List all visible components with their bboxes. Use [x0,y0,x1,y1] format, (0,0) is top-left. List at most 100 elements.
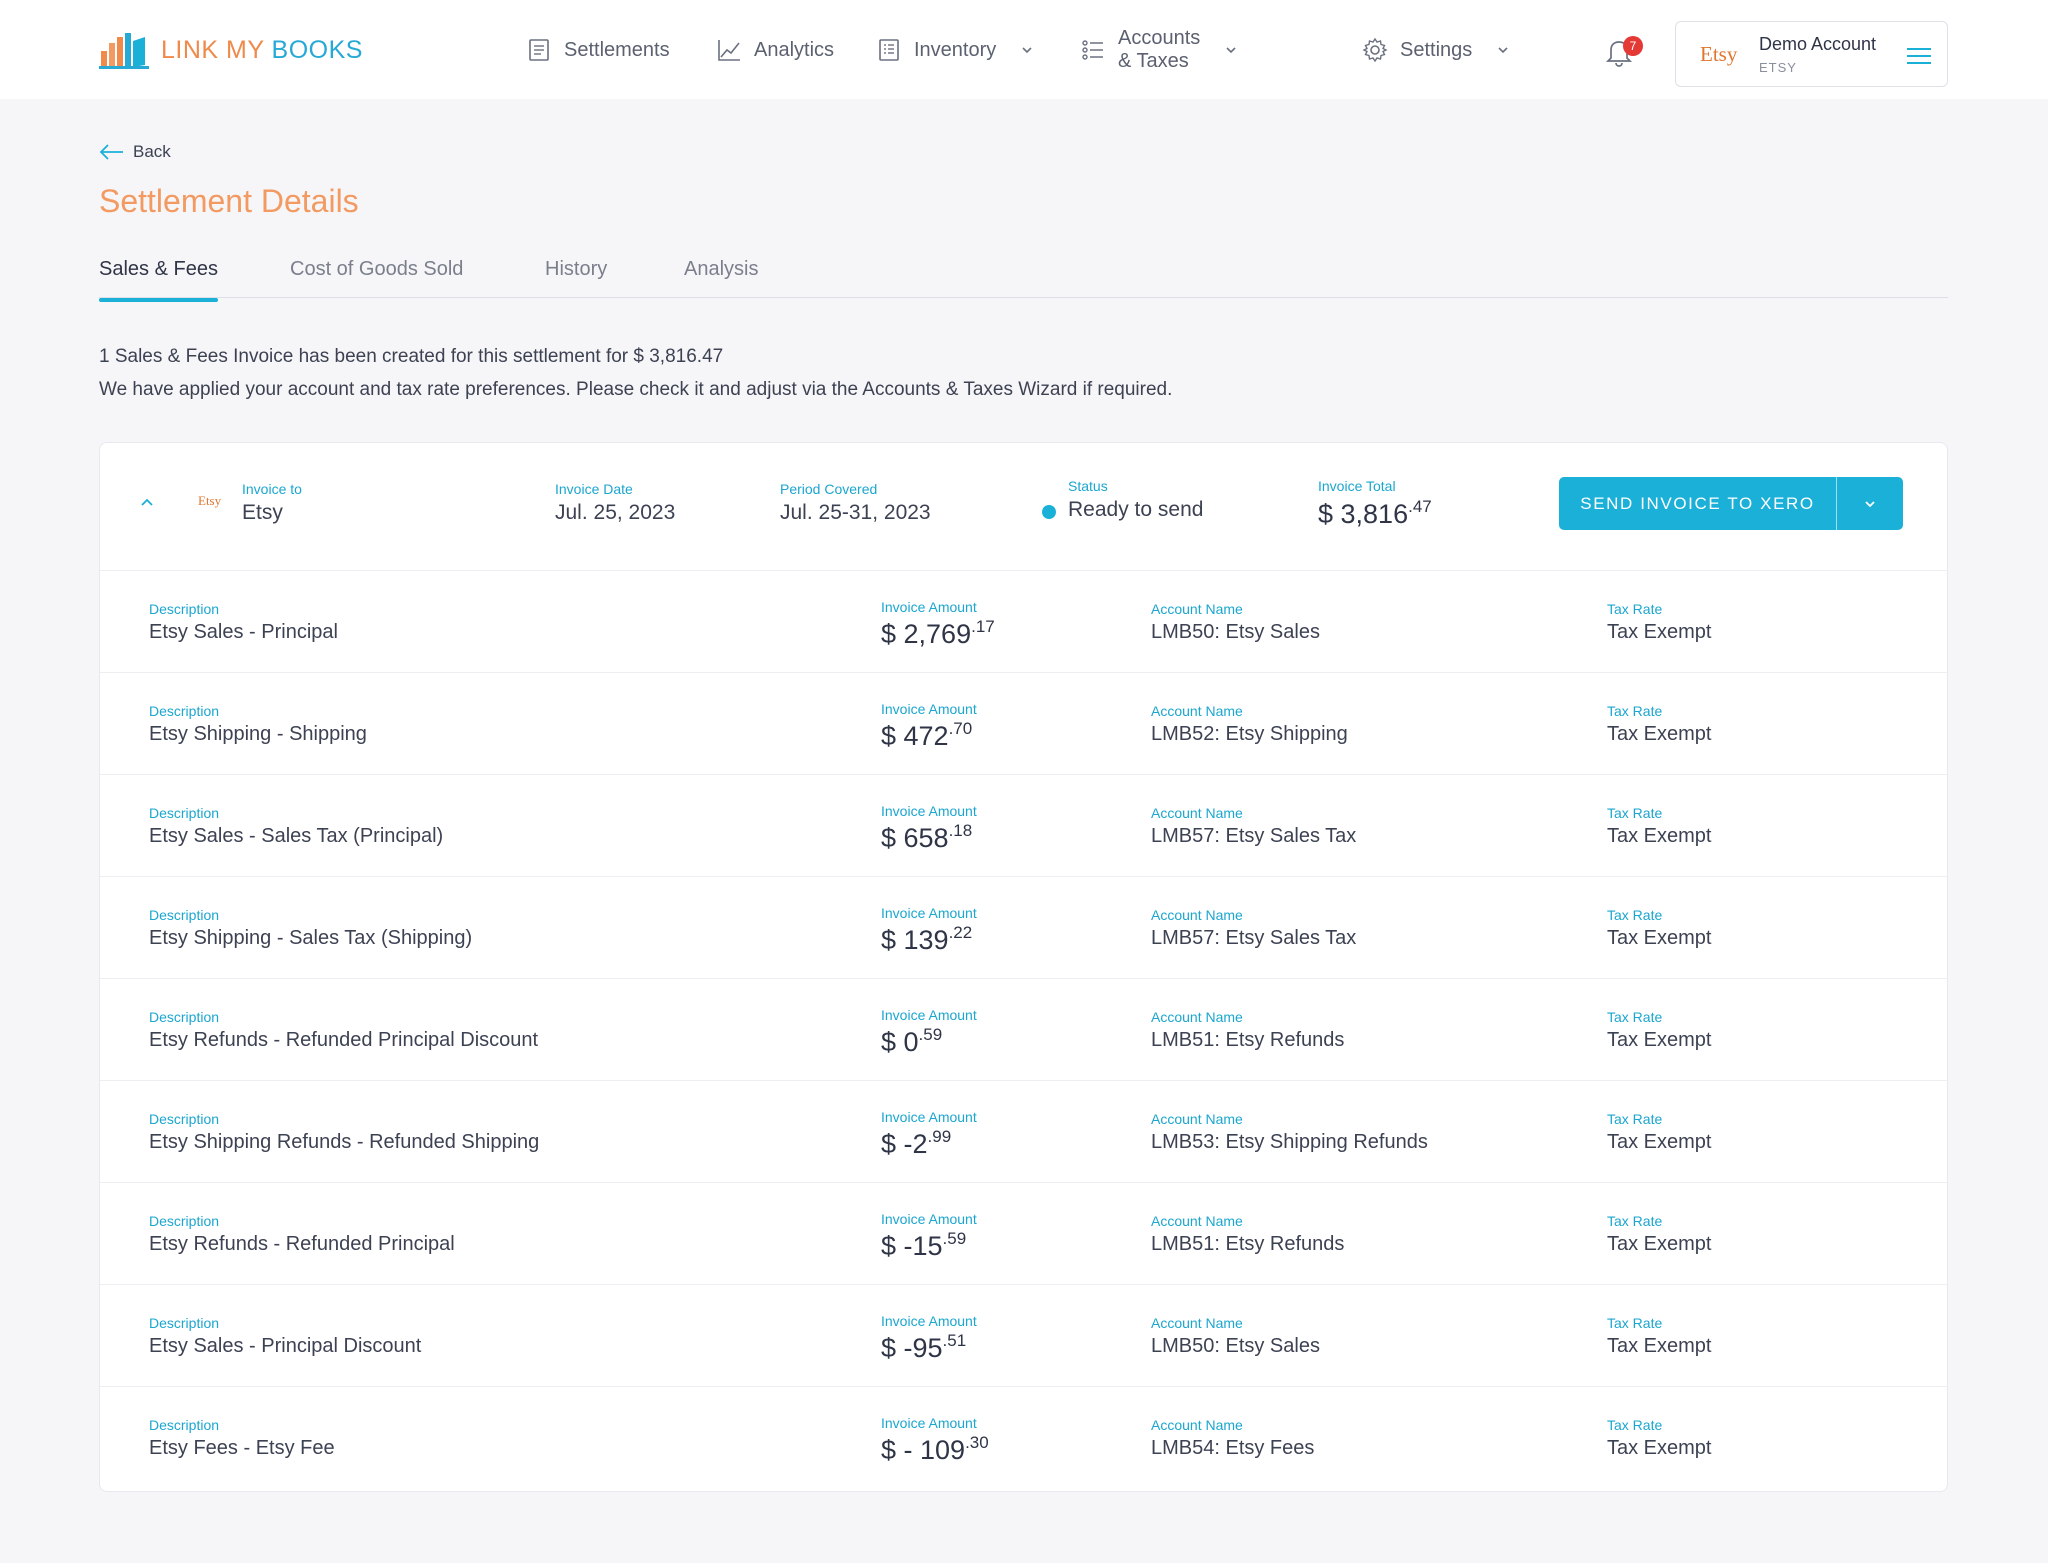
period-value: Jul. 25-31, 2023 [780,501,931,524]
button-divider [1836,477,1837,530]
invoice-amount-label: Invoice Amount [881,1211,977,1227]
notification-count-badge: 7 [1623,36,1643,56]
invoice-line-row[interactable]: Description Etsy Shipping Refunds - Refun… [100,1081,1947,1183]
invoice-line-row[interactable]: Description Etsy Fees - Etsy Fee Invoice A… [100,1387,1947,1489]
nav-inventory-label: Inventory [914,38,997,61]
invoice-amount-cents: .99 [927,1127,952,1146]
invoice-amount-label: Invoice Amount [881,1109,977,1125]
invoice-line-row[interactable]: Description Etsy Shipping - Sales Tax (Sh… [100,877,1947,979]
invoice-total-label: Invoice Total [1318,478,1396,494]
account-name-label: Account Name [1151,601,1243,617]
tax-rate-value: Tax Exempt [1607,1335,1712,1357]
description-value: Etsy Refunds - Refunded Principal [149,1233,455,1255]
invoice-amount-cents: .17 [971,617,995,636]
invoice-date-label: Invoice Date [555,481,633,497]
invoice-amount-main: $ 472 [881,721,949,751]
account-name-label: Account Name [1151,1009,1243,1025]
tax-rate-value: Tax Exempt [1607,927,1712,949]
tax-rate-label: Tax Rate [1607,1009,1663,1025]
list-icon [1080,37,1106,63]
tab-analysis[interactable]: Analysis [684,258,759,280]
account-name-label: Account Name [1151,907,1243,923]
description-label: Description [149,1417,220,1433]
nav-settings-label: Settings [1400,38,1473,61]
tab-sales-fees[interactable]: Sales & Fees [99,258,218,302]
info-line-2: We have applied your account and tax rat… [99,379,1173,400]
invoice-amount-main: $ 0 [881,1027,919,1057]
account-name-value: LMB53: Etsy Shipping Refunds [1151,1131,1428,1153]
description-value: Etsy Sales - Sales Tax (Principal) [149,825,444,847]
invoice-date-value: Jul. 25, 2023 [555,501,676,524]
account-name-value: LMB54: Etsy Fees [1151,1437,1315,1459]
invoice-header: Etsy Invoice to Etsy Invoice Date Jul. 2… [100,443,1947,571]
invoice-amount-main: $ 658 [881,823,949,853]
page-title: Settlement Details [99,183,359,219]
tab-bar: Sales & Fees Cost of Goods Sold History … [99,252,1948,302]
nav-analytics[interactable]: Analytics [716,30,834,70]
top-bar: LINK MY BOOKS Settlements Analytics Inve… [0,0,2048,99]
invoice-amount-main: $ 139 [881,925,949,955]
tax-rate-value: Tax Exempt [1607,1029,1712,1051]
invoice-line-row[interactable]: Description Etsy Sales - Principal Discou… [100,1285,1947,1387]
tax-rate-label: Tax Rate [1607,703,1663,719]
description-label: Description [149,1213,220,1229]
invoice-amount-label: Invoice Amount [881,1313,977,1329]
invoice-line-row[interactable]: Description Etsy Sales - Sales Tax (Princ… [100,775,1947,877]
invoice-amount-value: $ - 109.30 [881,1433,989,1466]
tax-rate-value: Tax Exempt [1607,1233,1712,1255]
status-dot [1042,505,1056,519]
invoice-amount-main: $ -15 [881,1231,943,1261]
invoice-amount-value: $ 472.70 [881,719,973,752]
nav-inventory[interactable]: Inventory [876,30,1034,70]
invoice-total-main: $ 3,816 [1318,499,1409,529]
account-name-value: LMB57: Etsy Sales Tax [1151,825,1357,847]
tax-rate-label: Tax Rate [1607,1315,1663,1331]
invoice-line-row[interactable]: Description Etsy Refunds - Refunded Princ… [100,979,1947,1081]
invoice-line-row[interactable]: Description Etsy Sales - Principal Invoice… [100,571,1947,673]
chevron-down-icon [1020,43,1034,57]
invoice-amount-cents: .70 [948,719,973,738]
invoice-amount-cents: .18 [948,821,973,840]
description-value: Etsy Sales - Principal Discount [149,1335,422,1357]
account-name-label: Account Name [1151,1315,1243,1331]
account-platform: ETSY [1759,60,1797,75]
hamburger-icon[interactable] [1906,46,1932,66]
etsy-logo: Etsy [1700,42,1738,66]
invoice-amount-value: $ -2.99 [881,1127,952,1160]
invoice-amount-cents: .22 [948,923,973,942]
info-message: 1 Sales & Fees Invoice has been created … [99,340,1172,406]
account-name-label: Account Name [1151,1213,1243,1229]
chevron-up-icon[interactable] [138,493,156,511]
back-link[interactable]: Back [99,142,171,162]
description-value: Etsy Shipping Refunds - Refunded Shippin… [149,1131,540,1153]
tax-rate-value: Tax Exempt [1607,723,1712,745]
send-invoice-button-group: SEND INVOICE TO XERO [1559,477,1903,530]
tax-rate-label: Tax Rate [1607,1213,1663,1229]
invoice-amount-value: $ 139.22 [881,923,973,956]
description-label: Description [149,805,220,821]
tax-rate-label: Tax Rate [1607,601,1663,617]
invoice-amount-label: Invoice Amount [881,1415,977,1431]
brand-logo[interactable]: LINK MY BOOKS [99,30,363,70]
invoice-amount-label: Invoice Amount [881,599,977,615]
invoice-total-value: $ 3,816.47 [1318,497,1432,530]
account-name-value: LMB57: Etsy Sales Tax [1151,927,1357,949]
invoice-amount-cents: .59 [942,1229,967,1248]
send-options-dropdown[interactable] [1837,477,1903,530]
document-icon [526,37,552,63]
account-name-value: LMB50: Etsy Sales [1151,621,1320,643]
nav-settings[interactable]: Settings [1362,30,1510,70]
invoice-line-row[interactable]: Description Etsy Shipping - Shipping Invoi… [100,673,1947,775]
tab-history[interactable]: History [545,258,608,280]
invoice-amount-label: Invoice Amount [881,701,977,717]
tab-cost-of-goods-sold[interactable]: Cost of Goods Sold [290,258,464,280]
send-invoice-button[interactable]: SEND INVOICE TO XERO [1580,493,1815,513]
invoice-amount-main: $ -2 [881,1129,928,1159]
nav-accounts-taxes[interactable]: Accounts & Taxes [1080,27,1238,72]
account-name-label: Account Name [1151,703,1243,719]
invoice-amount-value: $ 2,769.17 [881,617,995,650]
invoice-line-row[interactable]: Description Etsy Refunds - Refunded Princ… [100,1183,1947,1285]
invoice-amount-label: Invoice Amount [881,1007,977,1023]
account-switcher[interactable]: Etsy Demo Account ETSY [1675,21,1948,87]
nav-settlements[interactable]: Settlements [526,30,670,70]
